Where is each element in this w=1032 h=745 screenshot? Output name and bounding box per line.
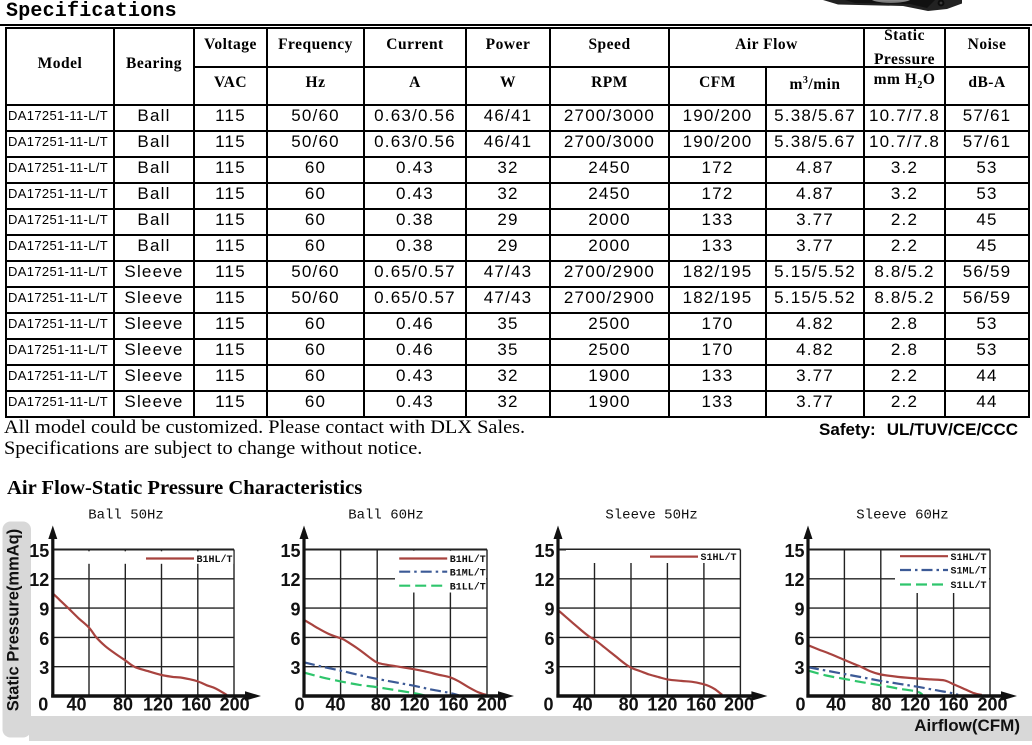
svg-text:80: 80 [619, 695, 639, 715]
svg-text:S1ML/T: S1ML/T [951, 566, 987, 578]
svg-text:3: 3 [794, 658, 804, 678]
svg-text:40: 40 [325, 695, 345, 715]
svg-text:40: 40 [573, 695, 593, 715]
svg-text:9: 9 [290, 600, 300, 620]
svg-text:200: 200 [477, 695, 507, 715]
svg-text:200: 200 [724, 695, 754, 715]
svg-text:0: 0 [38, 695, 48, 715]
svg-text:0: 0 [294, 695, 304, 715]
svg-text:B1HL/T: B1HL/T [450, 554, 486, 566]
svg-text:15: 15 [534, 541, 554, 561]
svg-text:120: 120 [900, 695, 930, 715]
svg-text:S1HL/T: S1HL/T [951, 552, 987, 564]
svg-text:200: 200 [977, 695, 1007, 715]
svg-text:B1ML/T: B1ML/T [450, 567, 486, 579]
svg-text:120: 120 [143, 695, 173, 715]
svg-text:120: 120 [400, 695, 430, 715]
svg-text:15: 15 [29, 541, 49, 561]
svg-text:160: 160 [686, 695, 716, 715]
svg-text:Ball 60Hz: Ball 60Hz [348, 508, 424, 524]
svg-text:6: 6 [794, 629, 804, 649]
svg-text:80: 80 [871, 695, 891, 715]
svg-text:S1HL/T: S1HL/T [701, 552, 737, 564]
svg-text:12: 12 [784, 570, 804, 590]
svg-text:Sleeve 60Hz: Sleeve 60Hz [856, 508, 948, 524]
svg-text:160: 160 [438, 695, 468, 715]
svg-text:0: 0 [543, 695, 553, 715]
svg-text:12: 12 [29, 570, 49, 590]
svg-text:120: 120 [647, 695, 677, 715]
svg-text:Static Pressure(mmAq): Static Pressure(mmAq) [5, 529, 23, 711]
svg-text:6: 6 [544, 629, 554, 649]
svg-text:15: 15 [280, 541, 300, 561]
svg-text:Ball 50Hz: Ball 50Hz [88, 508, 164, 524]
svg-text:6: 6 [290, 629, 300, 649]
svg-text:9: 9 [39, 600, 49, 620]
svg-text:3: 3 [39, 658, 49, 678]
svg-text:160: 160 [939, 695, 969, 715]
svg-text:200: 200 [220, 695, 250, 715]
svg-text:12: 12 [534, 570, 554, 590]
svg-text:Sleeve 50Hz: Sleeve 50Hz [605, 508, 697, 524]
svg-text:80: 80 [113, 695, 133, 715]
svg-text:80: 80 [371, 695, 391, 715]
svg-text:40: 40 [66, 695, 86, 715]
svg-text:S1LL/T: S1LL/T [951, 580, 987, 592]
svg-text:Airflow(CFM): Airflow(CFM) [914, 716, 1020, 735]
svg-text:9: 9 [794, 600, 804, 620]
svg-text:12: 12 [280, 570, 300, 590]
svg-text:B1HL/T: B1HL/T [197, 554, 233, 566]
svg-text:160: 160 [181, 695, 211, 715]
svg-text:0: 0 [795, 695, 805, 715]
svg-text:B1LL/T: B1LL/T [450, 581, 486, 593]
svg-text:3: 3 [544, 658, 554, 678]
svg-text:3: 3 [290, 658, 300, 678]
svg-text:6: 6 [39, 629, 49, 649]
svg-text:15: 15 [784, 541, 804, 561]
svg-text:40: 40 [826, 695, 846, 715]
svg-text:9: 9 [544, 600, 554, 620]
